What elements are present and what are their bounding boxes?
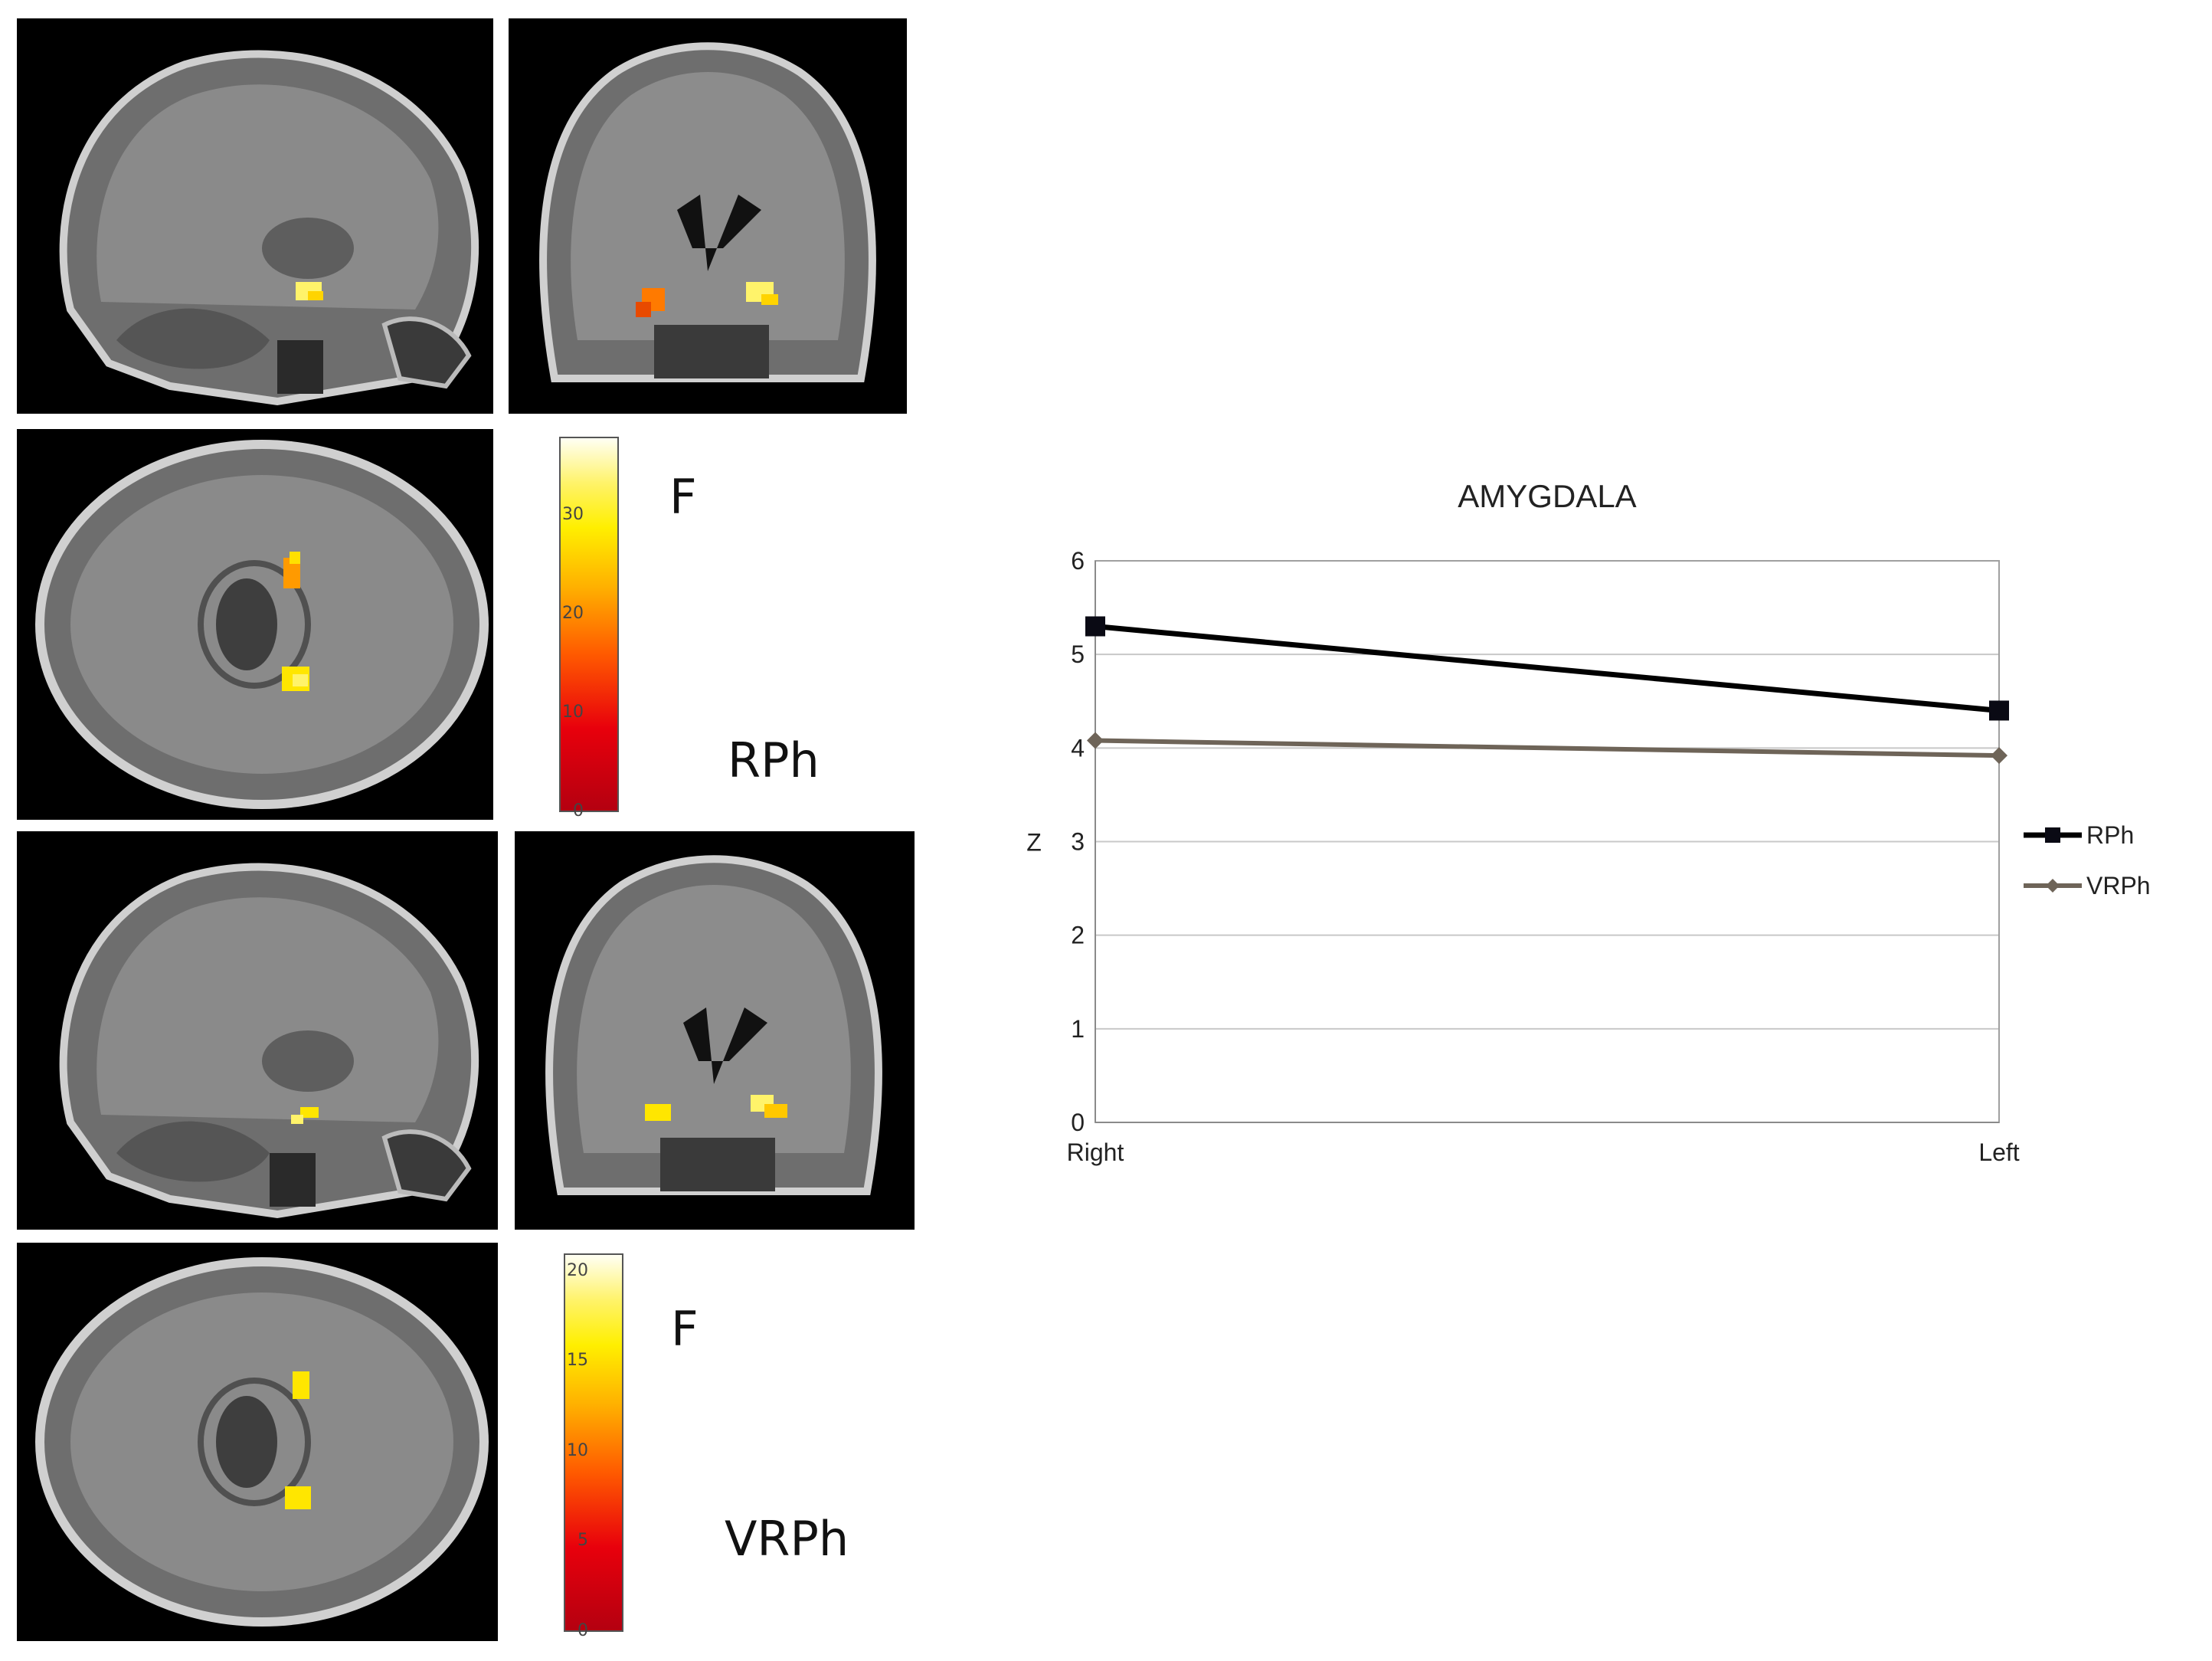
rph-colorbar-tick-0: 0 [573, 801, 584, 821]
point-rph [1989, 700, 2009, 721]
vrph-colorbar: 0 5 10 15 20 [564, 1253, 623, 1640]
chart-title: AMYGDALA [1458, 478, 1636, 514]
legend-label-vrph: VRPh [2086, 872, 2151, 899]
vrph-stat-label: F [671, 1301, 699, 1357]
x-tick-label: Left [1978, 1138, 2019, 1166]
legend-marker-rph [2045, 827, 2060, 843]
rph-sagittal-slice [17, 18, 493, 414]
y-tick-label: 3 [1071, 828, 1085, 856]
vrph-sagittal-image [17, 831, 498, 1230]
vrph-colorbar-tick-10: 10 [567, 1440, 588, 1460]
point-rph [1085, 616, 1105, 637]
rph-coronal-image [509, 18, 907, 414]
rph-colorbar-tick-20: 20 [562, 604, 584, 624]
rph-group-label: RPh [728, 732, 820, 788]
series-line-rph [1095, 624, 2000, 713]
y-tick-label: 1 [1071, 1015, 1085, 1043]
y-tick-label: 2 [1071, 922, 1085, 949]
legend-marker-vrph [2046, 879, 2060, 893]
rph-coronal-slice [509, 18, 907, 414]
rph-colorbar-gradient [559, 437, 619, 812]
y-tick-label: 5 [1071, 640, 1085, 668]
vrph-axial-slice [17, 1243, 498, 1641]
vrph-coronal-slice [515, 831, 915, 1230]
vrph-colorbar-tick-15: 15 [567, 1351, 588, 1371]
x-tick-label: Right [1067, 1138, 1124, 1166]
y-axis-label: Z [1026, 829, 1042, 857]
vrph-colorbar-tick-5: 5 [578, 1531, 588, 1551]
vrph-sagittal-slice [17, 831, 498, 1230]
amygdala-line-chart: AMYGDALA 0 1 2 3 4 5 6 Z Right Left RPh VRPh [1019, 460, 2212, 1226]
activation-cluster [300, 1107, 319, 1118]
legend-label-rph: RPh [2086, 821, 2134, 849]
vrph-colorbar-gradient [564, 1253, 623, 1632]
rph-axial-image [17, 429, 493, 820]
rph-colorbar-tick-10: 10 [562, 703, 584, 722]
vrph-axial-image [17, 1243, 498, 1641]
rph-axial-slice [17, 429, 493, 820]
activation-cluster [285, 1486, 311, 1509]
y-tick-label: 6 [1071, 547, 1085, 575]
rph-colorbar-tick-30: 30 [562, 505, 584, 525]
rph-colorbar: 0 10 20 30 [559, 437, 619, 821]
y-tick-label: 0 [1071, 1109, 1085, 1136]
point-vrph [1087, 732, 1104, 749]
activation-cluster [293, 1371, 309, 1399]
vrph-coronal-image [515, 831, 915, 1230]
series-line-vrph [1095, 738, 2000, 758]
point-vrph [1991, 747, 2007, 765]
activation-cluster [283, 558, 300, 588]
chart-svg: AMYGDALA 0 1 2 3 4 5 6 Z Right Left RPh VRPh [1026, 478, 2151, 1166]
vrph-colorbar-tick-20: 20 [567, 1260, 588, 1280]
activation-cluster [645, 1104, 671, 1121]
y-tick-label: 4 [1071, 734, 1085, 762]
rph-sagittal-image [17, 18, 493, 414]
vrph-colorbar-tick-0: 0 [578, 1621, 588, 1640]
vrph-group-label: VRPh [725, 1511, 849, 1567]
rph-stat-label: F [669, 469, 697, 525]
